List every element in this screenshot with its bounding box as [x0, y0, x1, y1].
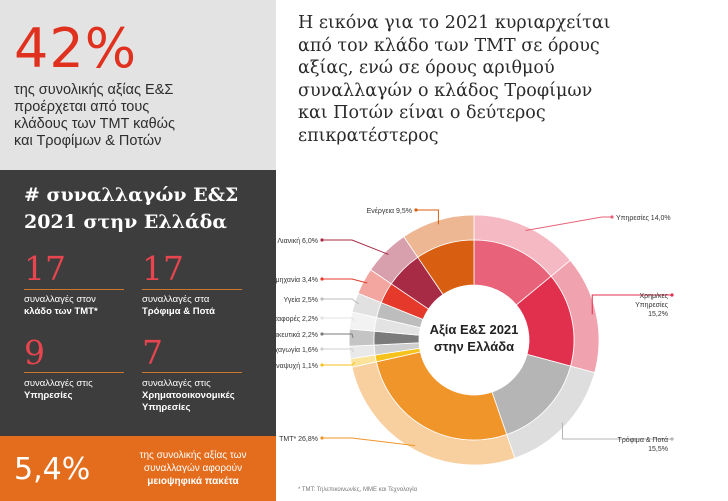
- slice-label: Μεταφορές 2,2%: [276, 315, 318, 323]
- headline: Η εικόνα για το 2021 κυριαρχείται από το…: [298, 12, 718, 147]
- headline-line: από τον κλάδο των ΤΜΤ σε όρους: [298, 35, 600, 56]
- food-deal-label: συναλλαγές στα Τρόφιμα & Ποτά: [142, 294, 254, 318]
- slice-label: Βιομηχανία 3,4%: [276, 276, 318, 284]
- headline-line: Η εικόνα για το 2021 κυριαρχείται: [298, 13, 611, 33]
- deal-count-panel: # συναλλαγών Ε&Σ 2021 στην Ελλάδα 17 συν…: [0, 170, 276, 436]
- divider: [142, 289, 242, 290]
- minority-stake-panel: 5,4% της συνολικής αξίας των συναλλαγών …: [0, 436, 276, 501]
- deal-label-line: συναλλαγές στον: [24, 294, 96, 305]
- leader-dot: [320, 277, 324, 281]
- slice-label: 15,5%: [648, 446, 668, 453]
- deal-label-line: συναλλαγές στα: [142, 294, 210, 305]
- leader-dot: [320, 297, 324, 301]
- headline-line: αξίας, ενώ σε όρους αριθμού: [298, 58, 555, 78]
- leader-line: [561, 422, 672, 440]
- leader-dot: [320, 238, 324, 242]
- divider: [142, 372, 242, 373]
- chart-title: Αξία Ε&Σ 2021: [430, 322, 519, 337]
- services-deal-count: 9: [24, 333, 45, 372]
- leader-dot: [414, 208, 418, 212]
- slice-label: Χρημ/κες: [639, 293, 668, 300]
- minority-stake-line: συναλλαγών αφορούν: [143, 463, 243, 474]
- deal-label-sector: Χρηματοοικονομικές: [142, 390, 235, 401]
- slice-label: Λιανική 6,0%: [277, 238, 318, 245]
- tmt-deal-label: συναλλαγές στον κλάδο των ΤΜΤ*: [24, 294, 136, 318]
- leader-dot: [320, 436, 324, 440]
- deal-label-line: συναλλαγές στις: [24, 378, 93, 389]
- slice-label: Ψυχαγωγία 1,6%: [276, 346, 318, 354]
- minority-stake-description: της συνολικής αξίας των συναλλαγών αφορο…: [128, 449, 258, 488]
- value-share-description: της συνολικής αξίας Ε&Σ προέρχεται από τ…: [14, 82, 264, 150]
- leader-line: [322, 348, 355, 353]
- leader-line: [322, 278, 368, 284]
- left-column: 42% της συνολικής αξίας Ε&Σ προέρχεται α…: [0, 0, 276, 501]
- leader-dot: [610, 215, 614, 219]
- deal-label-sector: Υπηρεσίες: [142, 402, 191, 413]
- donut-slices: [348, 214, 600, 466]
- divider: [24, 372, 124, 373]
- leader-line: [322, 239, 389, 255]
- services-deal-label: συναλλαγές στις Υπηρεσίες: [24, 378, 136, 402]
- headline-line: επικρατέστερος: [298, 125, 439, 146]
- deal-count-title: # συναλλαγών Ε&Σ 2021 στην Ελλάδα: [24, 182, 264, 236]
- chart-title: στην Ελλάδα: [434, 339, 514, 354]
- value-share-line: της συνολικής αξίας Ε&Σ: [14, 82, 174, 98]
- value-share-line: κλάδους των ΤΜΤ καθώς: [14, 116, 175, 132]
- value-share-line: και Τροφίμων & Ποτών: [14, 133, 162, 149]
- tmt-deal-count: 17: [24, 249, 66, 288]
- leader-line: [525, 216, 612, 232]
- food-deal-count: 17: [142, 249, 184, 288]
- leader-lines: [320, 208, 674, 447]
- deal-count-title-line: 2021 στην Ελλάδα: [24, 211, 227, 233]
- value-share-line: προέρχεται από τους: [14, 99, 150, 115]
- donut-hole: [419, 285, 529, 395]
- leader-line: [322, 317, 355, 322]
- leader-dot: [320, 347, 324, 351]
- leader-dot: [320, 332, 324, 336]
- leader-line: [322, 361, 356, 366]
- headline-line: και Ποτών είναι ο δεύτερος: [298, 103, 546, 123]
- divider: [24, 289, 124, 290]
- headline-line: συναλλαγών ο κλάδος Τροφίμων: [298, 80, 593, 101]
- slice-label: Υπηρεσίες 14,0%: [616, 214, 671, 222]
- financial-deal-count: 7: [142, 333, 163, 372]
- value-share-stat: 42%: [14, 17, 138, 80]
- financial-deal-label: συναλλαγές στις Χρηματοοικονομικές Υπηρε…: [142, 378, 254, 414]
- leader-line: [322, 437, 416, 447]
- deal-label-line: συναλλαγές στις: [142, 378, 211, 389]
- deal-label-sector: Τρόφιμα & Ποτά: [142, 306, 215, 317]
- slice-label: Υγεία 2,5%: [284, 296, 318, 304]
- value-share-panel: 42% της συνολικής αξίας Ε&Σ προέρχεται α…: [0, 0, 276, 170]
- leader-dot: [670, 293, 674, 297]
- deal-count-title-line: # συναλλαγών Ε&Σ: [24, 184, 239, 206]
- minority-stake-line: της συνολικής αξίας των: [139, 450, 247, 461]
- deal-label-sector: Υπηρεσίες: [24, 390, 73, 401]
- minority-stake-stat: 5,4%: [14, 452, 91, 487]
- leader-dot: [670, 437, 674, 441]
- slice-label: TMT* 26,8%: [279, 436, 318, 443]
- slice-label: Φαρμακευτικά 2,2%: [276, 331, 318, 339]
- leader-line: [322, 298, 359, 305]
- footnote: * ΤΜΤ: Τηλεπικοινωνίες, ΜΜΕ και Τεχνολογ…: [298, 487, 418, 493]
- donut-slice: [375, 351, 508, 441]
- donut-slice: [417, 239, 475, 296]
- slice-label: Αναψυχή 1,1%: [276, 363, 318, 370]
- slice-label: 15,2%: [648, 311, 668, 318]
- leader-line: [322, 333, 354, 338]
- minority-stake-line: μειοψηφικά πακέτα: [147, 476, 239, 487]
- slice-label: Τρόφιμα & Ποτά: [618, 436, 668, 444]
- slice-label: Υπηρεσίες: [635, 301, 668, 309]
- leader-line: [591, 294, 672, 315]
- leader-line: [416, 209, 439, 225]
- leader-dot: [320, 363, 324, 367]
- deal-label-sector: κλάδο των ΤΜΤ*: [24, 306, 98, 317]
- leader-dot: [320, 316, 324, 320]
- slice-label: Ενέργεια 9,5%: [367, 207, 412, 215]
